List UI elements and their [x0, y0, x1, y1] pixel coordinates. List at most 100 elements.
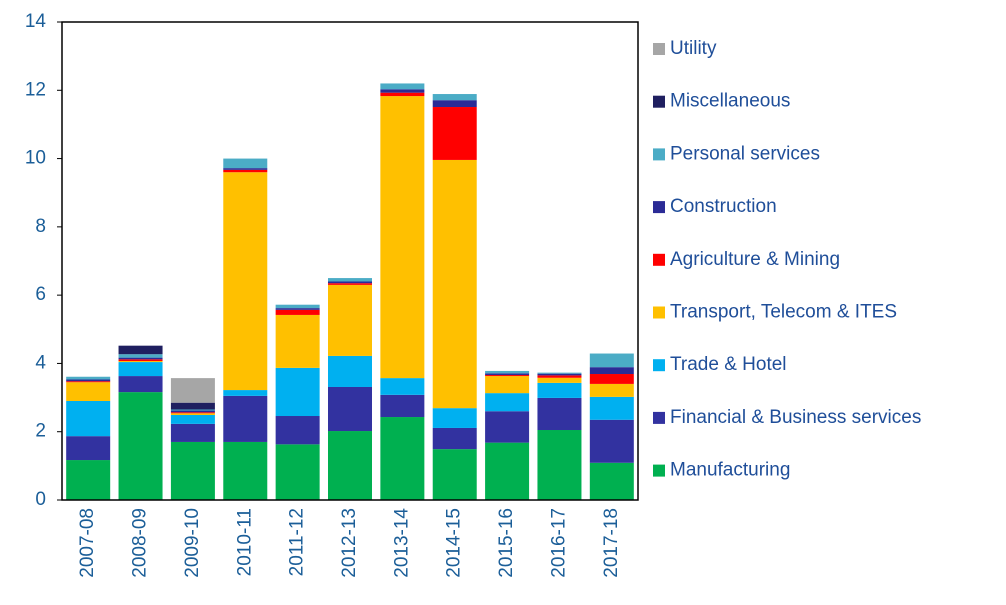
legend-label: Trade & Hotel: [670, 354, 787, 375]
legend-label: Miscellaneous: [670, 91, 790, 112]
legend-swatch: [653, 359, 665, 372]
x-tick-label: 2009-10: [182, 508, 203, 578]
bar-segment: [589, 374, 634, 384]
bar-segment: [223, 158, 268, 169]
legend-swatch: [653, 95, 665, 108]
y-tick-label: 4: [35, 352, 46, 373]
bar-segment: [223, 168, 268, 170]
bar-segment: [432, 427, 477, 450]
plot-frame: [61, 21, 639, 501]
bar-segment: [328, 278, 372, 282]
bar-segment: [66, 400, 111, 437]
bar-segment: [275, 416, 320, 445]
bar-segment: [275, 308, 320, 310]
bar-segment: [275, 314, 320, 368]
bar-segment: [170, 378, 215, 403]
legend-swatch: [653, 253, 665, 266]
bar-segment: [432, 408, 477, 428]
x-tick-label: 2007-08: [77, 508, 98, 578]
bar-segment: [537, 372, 582, 374]
bar-segment: [589, 383, 634, 397]
bar-segment: [223, 441, 268, 500]
bar-segment: [223, 395, 268, 442]
bar-segment: [223, 169, 268, 173]
bar-segment: [118, 362, 163, 377]
bar-segment: [66, 460, 111, 500]
bar-segment: [485, 376, 530, 394]
bar-segment: [170, 409, 215, 411]
bar-segment: [118, 392, 163, 500]
legend-swatch: [653, 148, 665, 161]
bar-segment: [380, 92, 425, 97]
bar-segment: [537, 397, 582, 431]
bar-segment: [275, 367, 320, 417]
bar-segment: [589, 367, 634, 375]
bar-segment: [485, 370, 530, 374]
bar-segment: [380, 394, 425, 418]
bar-segment: [589, 353, 634, 368]
bar-segment: [537, 382, 582, 398]
bar-segment: [485, 411, 530, 443]
x-tick-label: 2010-11: [234, 508, 255, 576]
y-tick-label: 2: [35, 421, 46, 442]
bar-segment: [537, 430, 582, 500]
x-tick-label: 2015-16: [496, 508, 517, 578]
y-tick-label: 14: [25, 11, 47, 32]
legend-label: Transport, Telecom & ITES: [670, 302, 897, 323]
legend-swatch: [653, 306, 665, 319]
bar-segment: [537, 375, 582, 378]
bar-segment: [170, 412, 215, 414]
bar-segment: [66, 376, 111, 380]
bar-segment: [170, 441, 215, 500]
bar-segment: [328, 386, 372, 432]
bar-segment: [380, 83, 425, 90]
legend-swatch: [653, 43, 665, 55]
bar-segment: [223, 172, 268, 391]
bar-segment: [328, 431, 372, 500]
bar-segment: [275, 444, 320, 500]
bar-segment: [118, 361, 163, 363]
bar-segment: [118, 345, 163, 355]
bar-segment: [380, 96, 425, 379]
bar-segment: [328, 281, 372, 284]
bar-segment: [432, 107, 477, 160]
bar-segment: [118, 359, 163, 362]
bar-segment: [432, 449, 477, 500]
bar-segment: [485, 442, 530, 500]
bar-segment: [118, 376, 163, 393]
bar-segment: [66, 381, 111, 383]
bar-segment: [66, 382, 111, 401]
legend-label: Agriculture & Mining: [670, 249, 840, 270]
x-tick-label: 2016-17: [548, 508, 569, 578]
bar-segment: [170, 402, 215, 410]
bar-segment: [170, 423, 215, 442]
y-tick-label: 6: [35, 284, 46, 305]
bar-segment: [170, 410, 215, 413]
bar-segment: [118, 357, 163, 360]
y-tick-label: 8: [35, 216, 46, 237]
bar-segment: [66, 436, 111, 461]
legend-label: Financial & Business services: [670, 407, 921, 428]
legend-label: Personal services: [670, 143, 820, 164]
bar-segment: [118, 354, 163, 358]
bar-segment: [380, 417, 425, 500]
legend-label: Utility: [670, 38, 717, 59]
bar-segment: [537, 373, 582, 376]
bar-segment: [328, 283, 372, 285]
x-tick-label: 2017-18: [601, 508, 622, 578]
bar-segment: [537, 377, 582, 383]
x-tick-label: 2012-13: [339, 508, 360, 578]
bar-segment: [485, 375, 530, 377]
bar-segment: [589, 419, 634, 463]
x-tick-label: 2011-12: [287, 508, 308, 576]
bar-segment: [485, 393, 530, 412]
bar-segment: [66, 379, 111, 382]
legend-swatch: [653, 464, 665, 477]
bar-segment: [328, 284, 372, 356]
bar-segment: [170, 414, 215, 424]
legend-swatch: [653, 411, 665, 424]
x-tick-label: 2014-15: [444, 508, 465, 578]
bar-segment: [589, 396, 634, 420]
bar-segment: [170, 413, 215, 415]
